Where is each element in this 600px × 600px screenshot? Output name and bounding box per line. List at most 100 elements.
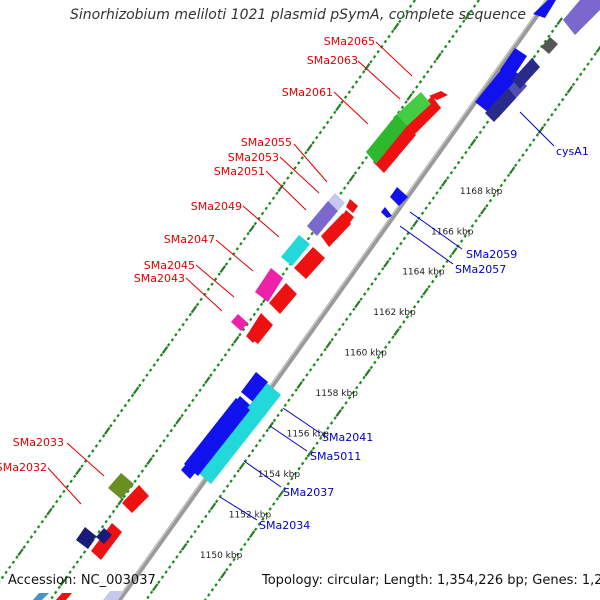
gene-arrow-sma2043b[interactable]	[246, 325, 262, 343]
gene-block-sma2032[interactable]	[76, 527, 96, 549]
label-sma2065[interactable]: SMa2065	[324, 35, 375, 48]
leader-sma2065	[375, 41, 413, 77]
leader-sma2037	[243, 460, 282, 488]
scale-tick-mark	[322, 125, 326, 130]
label-sma2055[interactable]: SMa2055	[241, 136, 292, 149]
scale-tick-mark	[296, 381, 303, 389]
gene-arrow-sma2061[interactable]	[373, 122, 416, 173]
scale-tick-mark	[79, 555, 83, 559]
scale-tick-mark	[193, 529, 197, 534]
gene-block-cysA1-c[interactable]	[485, 88, 516, 122]
gene-arrow-sma2045[interactable]	[269, 283, 297, 314]
gene-arrow-cysA1-top[interactable]	[500, 48, 527, 80]
gene-block-sma2063-green[interactable]	[397, 92, 431, 126]
label-sma2049[interactable]: SMa2049	[191, 200, 242, 213]
label-sma2045[interactable]: SMa2045	[144, 259, 195, 272]
scale-tick-mark	[430, 279, 435, 284]
scale-tick-mark	[333, 110, 337, 115]
label-sma2061[interactable]: SMa2061	[282, 86, 333, 99]
gene-arrow-sma2065[interactable]	[429, 91, 448, 100]
scale-tick-label: 1156 kbp	[287, 430, 330, 440]
gene-block-sma2047[interactable]	[281, 235, 310, 266]
scale-tick-mark	[388, 256, 392, 261]
gene-arrow-sma2032b[interactable]	[96, 528, 112, 544]
gene-arrow-sma2049[interactable]	[321, 213, 351, 247]
scale-tick-mark	[281, 272, 285, 276]
leader-sma2063	[357, 60, 401, 100]
scale-tick-mark	[415, 85, 419, 89]
gene-block-sma5011[interactable]	[197, 383, 281, 484]
gene-arrow-sma2059[interactable]	[390, 187, 408, 206]
scale-tick-mark	[15, 555, 19, 559]
scale-tick-mark	[173, 423, 177, 428]
scale-tick-mark	[254, 443, 259, 448]
gene-arrow-sma2053[interactable]	[341, 210, 354, 224]
label-sma2063[interactable]: SMa2063	[307, 54, 358, 67]
scale-tick-mark	[191, 398, 195, 403]
scale-tick-mark	[482, 125, 486, 130]
scale-tick-mark	[297, 161, 301, 165]
label-sma2047[interactable]: SMa2047	[164, 233, 215, 246]
scale-tick-mark	[351, 85, 355, 89]
scale-tick-mark	[65, 484, 70, 489]
scale-tick-mark	[246, 537, 251, 542]
gene-arrow-sma2063[interactable]	[406, 96, 441, 134]
scale-tick-mark	[391, 335, 395, 339]
label-sma2034[interactable]: SMa2034	[259, 519, 310, 532]
gene-block-bottom-2[interactable]	[56, 593, 72, 600]
scale-tick-mark	[536, 49, 540, 54]
scale-tick-mark	[362, 70, 366, 74]
label-sma2051[interactable]: SMa2051	[214, 165, 265, 178]
gene-block-sma2051[interactable]	[328, 193, 345, 211]
scale-tick-mark	[159, 353, 164, 357]
scale-tick-mark	[300, 156, 305, 160]
gene-arrow-sma2041[interactable]	[241, 372, 268, 402]
gene-arrow-sma2033[interactable]	[122, 485, 149, 513]
gene-arrow-sma2037[interactable]	[184, 398, 250, 476]
gene-arrow-sma2055[interactable]	[346, 199, 358, 213]
accession-text: Accession: NC_003037	[8, 573, 156, 588]
scale-tick-mark	[369, 365, 374, 370]
scale-tick-mark	[325, 120, 330, 125]
gene-block-sma2049[interactable]	[307, 201, 338, 236]
gene-block-sma2061-green[interactable]	[366, 114, 407, 164]
label-cysa1[interactable]: cysA1	[556, 145, 589, 158]
label-sma2041[interactable]: SMa2041	[322, 431, 373, 444]
scale-tick-mark	[224, 262, 229, 266]
gene-arrow-sma2057[interactable]	[381, 207, 392, 218]
label-sma2043[interactable]: SMa2043	[134, 272, 185, 285]
gene-block-sma2043[interactable]	[231, 314, 248, 331]
gene-block-bottom-1[interactable]	[33, 593, 49, 600]
scale-tick-mark	[17, 548, 24, 557]
gene-block-sma2033[interactable]	[108, 473, 134, 499]
map-title: Sinorhizobium meliloti 1021 plasmid pSym…	[70, 7, 527, 23]
gene-block-bottom-3[interactable]	[103, 591, 124, 600]
label-sma2053[interactable]: SMa2053	[228, 151, 279, 164]
gene-arrow-top-right[interactable]	[533, 0, 556, 18]
scale-tick-mark	[29, 535, 34, 539]
scale-tick-mark	[433, 59, 437, 64]
leader-sma2033	[66, 442, 105, 477]
scale-tick-mark	[402, 320, 406, 324]
scale-tick-mark	[160, 575, 165, 579]
gene-arrow-sma2034[interactable]	[181, 463, 196, 479]
gene-block-top-right[interactable]	[563, 0, 600, 35]
label-sma2032[interactable]: SMa2032	[0, 461, 47, 474]
scale-tick-mark	[469, 9, 473, 13]
label-sma2037[interactable]: SMa2037	[283, 486, 334, 499]
scale-tick-mark	[152, 363, 156, 367]
scale-tick-mark	[416, 299, 420, 304]
label-sma2033[interactable]: SMa2033	[13, 436, 64, 449]
label-sma5011[interactable]: SMa5011	[310, 450, 361, 463]
gene-block-sma2045[interactable]	[255, 268, 283, 302]
scale-tick-mark	[242, 236, 247, 241]
gene-block-grey-top[interactable]	[541, 37, 558, 54]
scale-tick-mark	[408, 4, 413, 8]
gene-arrow-sma2047[interactable]	[294, 247, 325, 279]
gene-arrow-sma2032[interactable]	[91, 523, 122, 560]
reverse-strand-features	[76, 91, 448, 560]
gene-block-cysA1-d[interactable]	[512, 58, 540, 89]
label-sma2057[interactable]: SMa2057	[455, 263, 506, 276]
label-sma2059[interactable]: SMa2059	[466, 248, 517, 261]
